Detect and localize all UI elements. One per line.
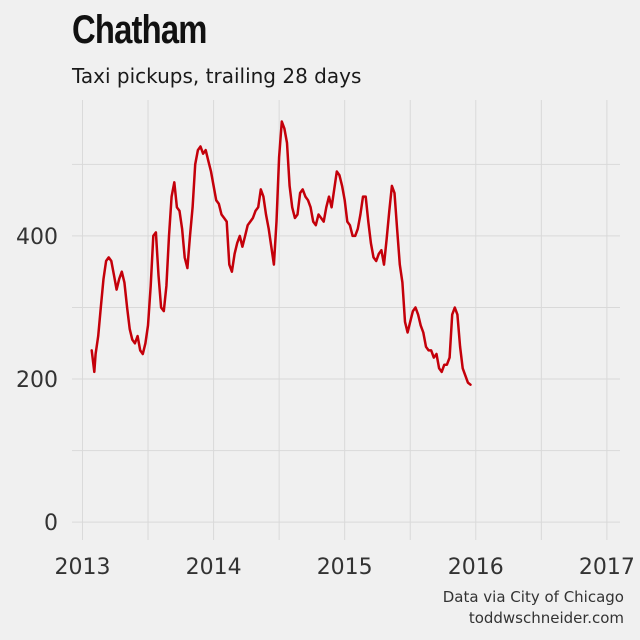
x-tick-label: 2015: [317, 555, 373, 580]
x-tick-label: 2013: [54, 555, 110, 580]
y-tick-label: 0: [44, 511, 58, 536]
y-tick-label: 200: [16, 368, 58, 393]
credit-caption: toddwschneider.com: [468, 609, 624, 627]
y-tick-label: 400: [16, 225, 58, 250]
chart-subtitle: Taxi pickups, trailing 28 days: [72, 64, 362, 88]
series-group: [90, 120, 472, 386]
gridlines: [72, 100, 620, 540]
y-axis-tick-labels: 0 200 400: [16, 225, 58, 536]
x-tick-label: 2016: [448, 555, 504, 580]
x-tick-label: 2014: [186, 555, 242, 580]
data-source-caption: Data via City of Chicago: [442, 588, 624, 606]
x-axis-tick-labels: 2013 2014 2015 2016 2017: [54, 555, 634, 580]
chart-title: Chatham: [72, 8, 207, 52]
series-line-pickups: [90, 120, 472, 386]
x-tick-label: 2017: [579, 555, 635, 580]
